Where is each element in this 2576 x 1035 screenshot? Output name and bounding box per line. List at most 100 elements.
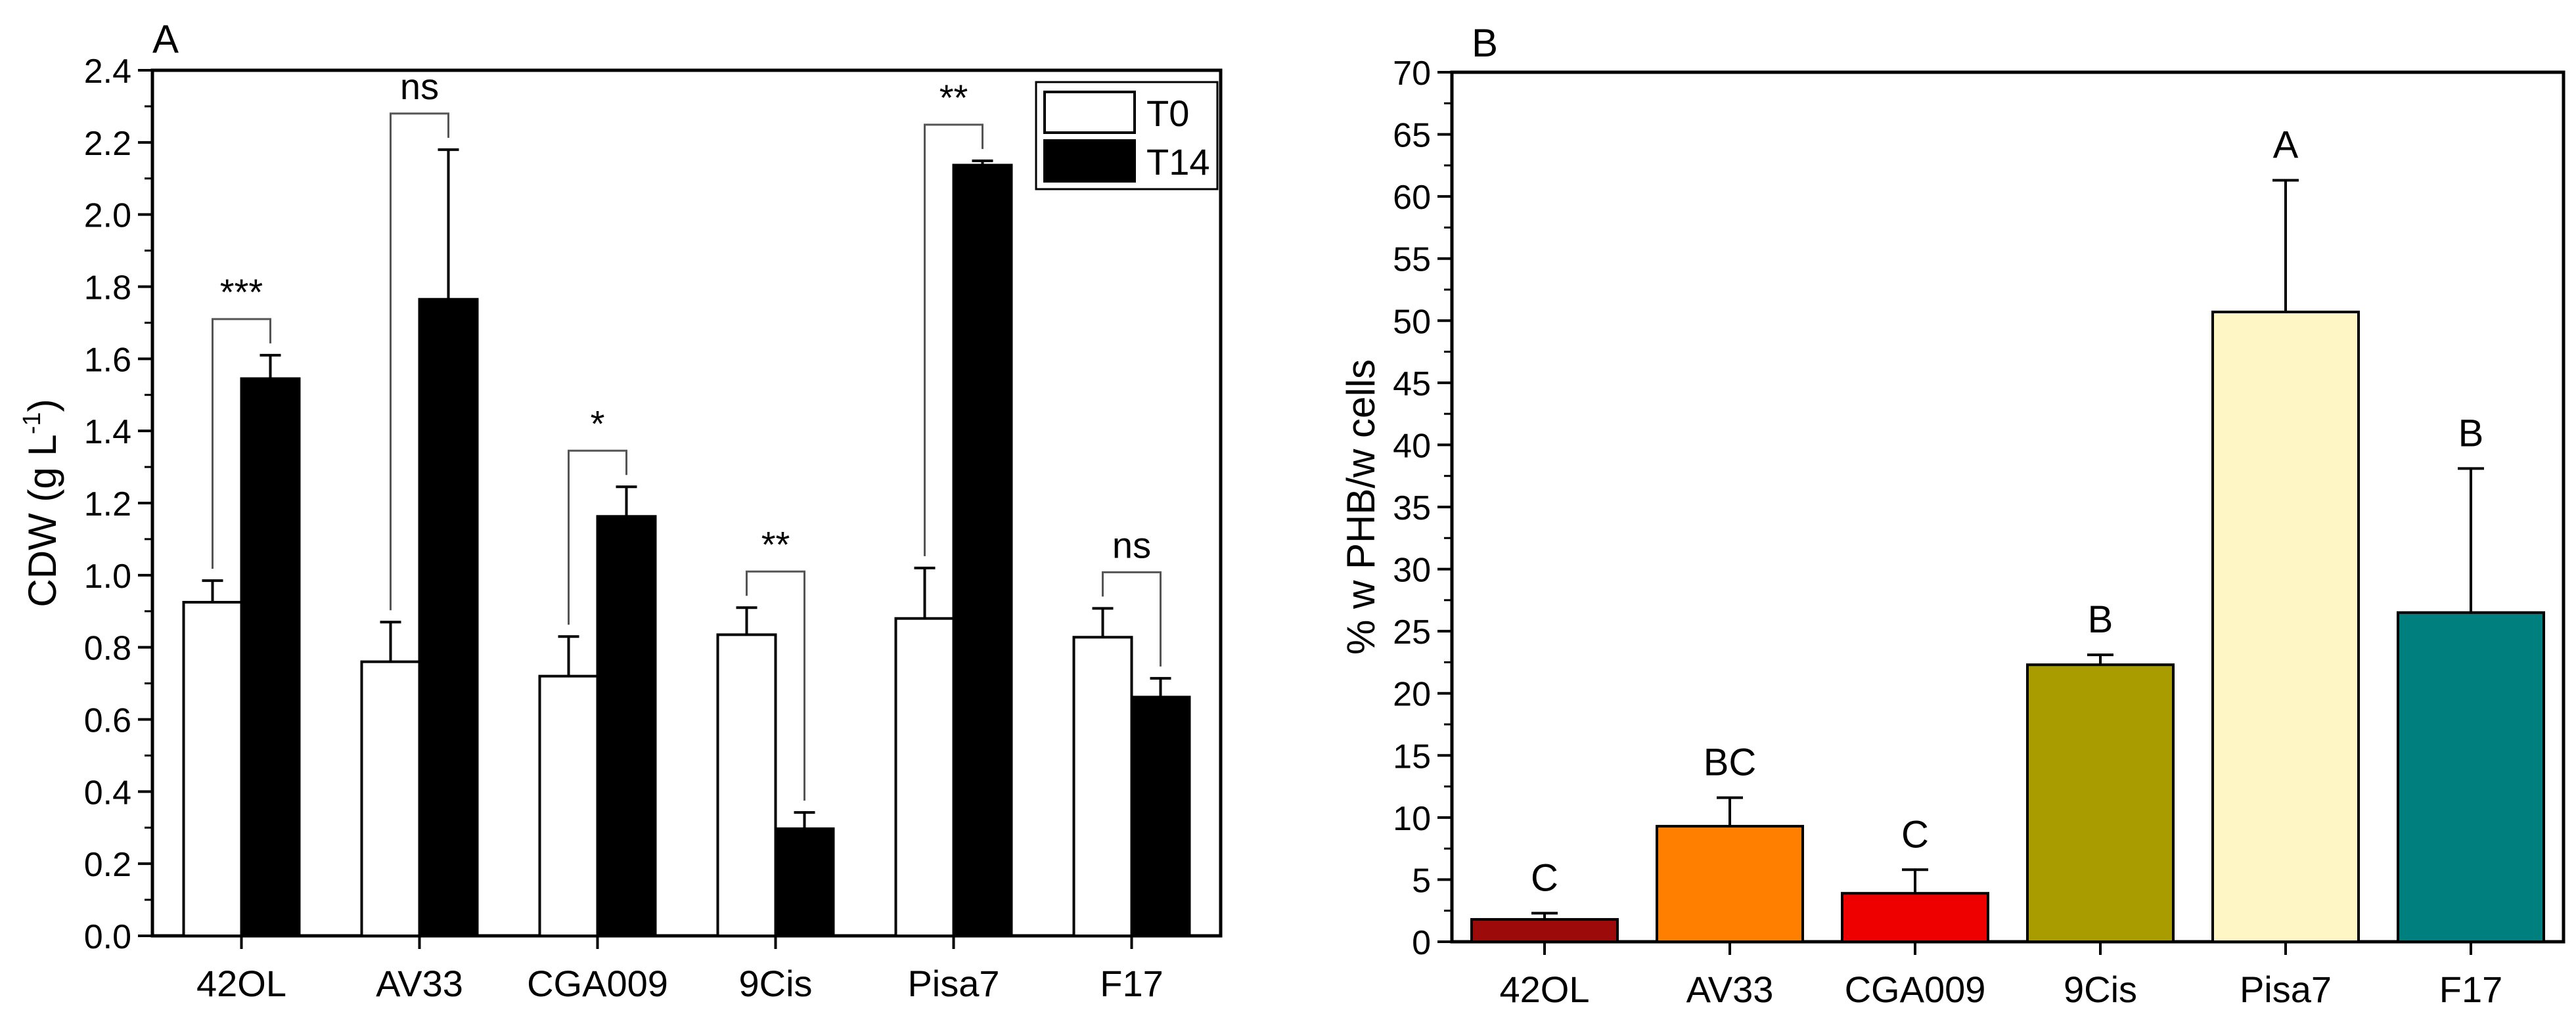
significance-label: * <box>591 403 605 444</box>
bar-t14 <box>774 827 835 937</box>
bar-t0 <box>360 660 421 938</box>
y-tick-label: 15 <box>1393 738 1431 776</box>
bar-t0 <box>894 617 955 937</box>
legend-label-t14: T14 <box>1146 141 1210 183</box>
panel-a-y-axis: 0.0 0.2 0.4 0.6 0.8 1.0 1.2 1.4 1.6 1.8 2.0 2.2 2.4 <box>84 53 152 956</box>
significance-label: ns <box>1112 524 1151 565</box>
y-tick-label: 60 <box>1393 179 1431 217</box>
panel-a-bars <box>182 164 1191 938</box>
significance-bracket <box>390 112 449 611</box>
group-letter: BC <box>1704 741 1757 784</box>
y-tick-label: 0.8 <box>84 630 131 668</box>
x-tick-label: 42OL <box>1500 969 1590 1010</box>
y-tick-label: 25 <box>1393 613 1431 651</box>
significance-bracket <box>924 123 983 556</box>
x-tick-label: 9Cis <box>738 963 812 1004</box>
y-tick-label: 20 <box>1393 676 1431 714</box>
panel-a: A 0.0 0.2 0.4 0.6 0.8 1.0 1.2 1.4 1.6 1.8 2.0 2.2 2.… <box>18 17 1223 1004</box>
group-letter: A <box>2273 124 2299 167</box>
x-tick-label: CGA009 <box>1845 969 1986 1010</box>
panel-a-legend: T0 T14 <box>1035 81 1219 190</box>
y-tick-label: 50 <box>1393 303 1431 341</box>
significance-bracket <box>1102 571 1162 667</box>
x-tick-label: AV33 <box>1686 969 1774 1010</box>
panel-a-ylabel-close: ) <box>20 399 64 412</box>
y-tick-label: 45 <box>1393 365 1431 403</box>
y-tick-label: 0.6 <box>84 702 131 740</box>
bar-t0 <box>716 633 777 938</box>
y-tick-label: 70 <box>1393 55 1431 93</box>
x-tick-label: CGA009 <box>527 963 668 1004</box>
panel-b-label: B <box>1472 21 1498 65</box>
panel-a-x-axis: 42OL AV33 CGA009 9Cis Pisa7 F17 <box>196 936 1164 1004</box>
panel-a-y-label: CDW (g L-1) <box>18 399 64 607</box>
y-tick-label: 40 <box>1393 427 1431 465</box>
panel-b-group-letters: C BC C B A B <box>1531 124 2483 900</box>
x-tick-label: Pisa7 <box>907 963 999 1004</box>
y-tick-label: 1.2 <box>84 485 131 523</box>
x-tick-label: F17 <box>2439 969 2503 1010</box>
svg-text:CDW (g L-1): CDW (g L-1) <box>18 399 64 607</box>
panel-b-x-axis: 42OL AV33 CGA009 9Cis Pisa7 F17 <box>1500 942 2503 1010</box>
panel-b: B 0 5 10 15 20 25 30 35 40 45 50 55 60 65 70 42OL AV33 C… <box>1339 21 2565 1010</box>
y-tick-label: 0.0 <box>84 918 131 956</box>
panel-b-error-bars <box>1531 179 2484 919</box>
bar-t0 <box>1072 636 1133 937</box>
group-letter: B <box>2458 412 2484 454</box>
y-tick-label: 35 <box>1393 489 1431 527</box>
significance-label: ns <box>400 66 439 107</box>
panel-b-y-label: % w PHB/w cells <box>1339 359 1383 655</box>
significance-bracket <box>568 449 627 625</box>
bar-t14 <box>596 515 657 937</box>
x-tick-label: F17 <box>1100 963 1164 1004</box>
significance-label: *** <box>220 271 263 313</box>
y-tick-label: 2.4 <box>84 53 131 91</box>
y-tick-label: 10 <box>1393 800 1431 838</box>
significance-bracket <box>746 570 805 801</box>
bar-42ol <box>1470 917 1619 944</box>
x-tick-label: Pisa7 <box>2240 969 2332 1010</box>
panel-b-ylabel-text: % w PHB/w cells <box>1339 359 1383 655</box>
y-tick-label: 30 <box>1393 552 1431 590</box>
group-letter: C <box>1531 856 1558 899</box>
y-tick-label: 65 <box>1393 117 1431 155</box>
y-tick-label: 0.4 <box>84 774 131 812</box>
y-tick-label: 55 <box>1393 241 1431 279</box>
y-tick-label: 1.0 <box>84 558 131 596</box>
y-tick-label: 0 <box>1412 924 1431 962</box>
bar-t0 <box>538 674 599 937</box>
bar-t14 <box>240 377 301 937</box>
panel-b-bars <box>1470 311 2545 944</box>
y-tick-label: 1.6 <box>84 341 131 379</box>
y-tick-label: 2.2 <box>84 125 131 163</box>
panel-b-y-axis: 0 5 10 15 20 25 30 35 40 45 50 55 60 65 70 <box>1393 55 1452 962</box>
y-tick-label: 2.0 <box>84 197 131 235</box>
significance-bracket <box>212 318 271 569</box>
panel-a-ylabel-superscript: -1 <box>18 412 46 434</box>
bar-av33 <box>1656 825 1804 944</box>
y-tick-label: 0.2 <box>84 846 131 884</box>
legend-swatch-t14 <box>1043 139 1136 183</box>
bar-t14 <box>418 297 479 937</box>
panel-a-error-bars <box>202 148 1171 829</box>
bar-t14 <box>952 164 1013 938</box>
x-tick-label: AV33 <box>376 963 463 1004</box>
significance-label: ** <box>939 77 968 118</box>
panel-a-ylabel-text: CDW (g L <box>20 434 64 607</box>
panel-a-label: A <box>152 17 179 61</box>
bar-pisa7 <box>2211 311 2360 943</box>
x-tick-label: 9Cis <box>2064 969 2137 1010</box>
bar-t14 <box>1130 695 1191 937</box>
group-letter: B <box>2088 598 2113 641</box>
group-letter: C <box>1901 813 1929 856</box>
panel-a-plot-frame <box>150 68 1223 938</box>
bar-cga009 <box>1841 892 1989 943</box>
bar-f17 <box>2397 611 2545 943</box>
bar-9cis <box>2026 663 2175 943</box>
significance-label: ** <box>761 523 790 565</box>
y-tick-label: 1.8 <box>84 269 131 307</box>
panel-a-significance: ***ns*****ns <box>212 66 1162 801</box>
y-tick-label: 5 <box>1412 862 1431 900</box>
